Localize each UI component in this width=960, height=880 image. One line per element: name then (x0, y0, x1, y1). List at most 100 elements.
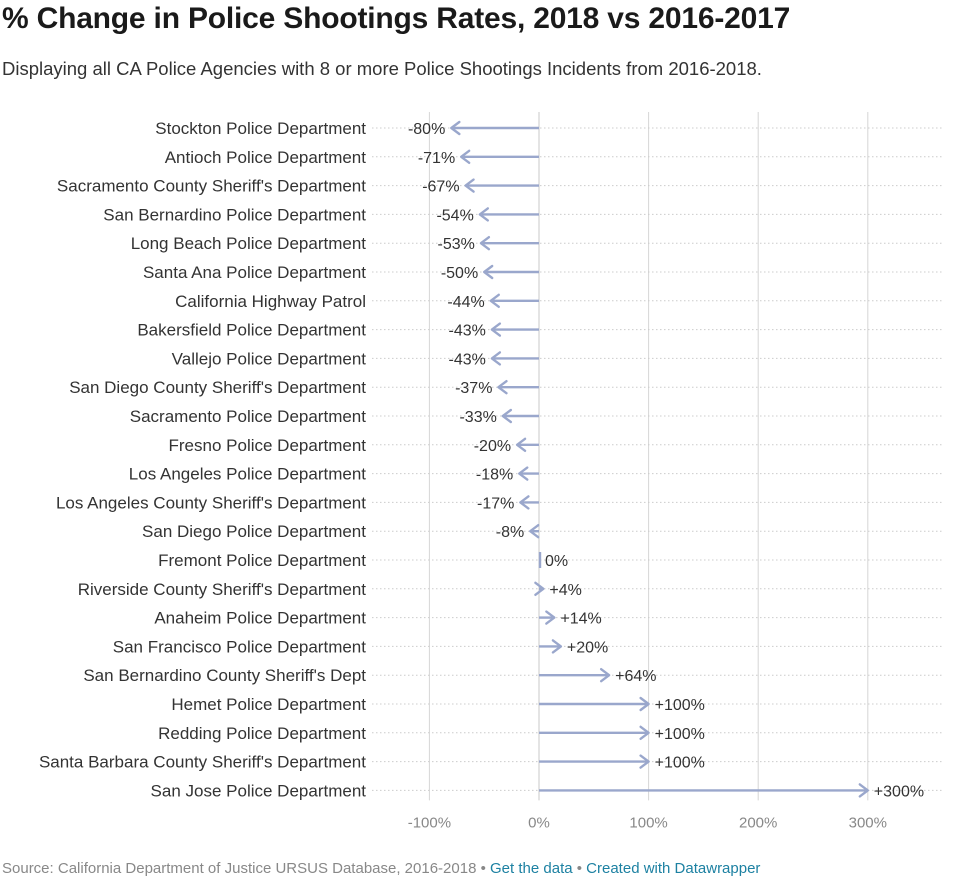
arrowhead (545, 610, 556, 625)
category-label: Antioch Police Department (165, 148, 367, 167)
chart-row: San Diego Police Department -8% (142, 522, 942, 541)
arrowhead (489, 293, 500, 308)
value-label: -43% (449, 351, 486, 368)
category-label: Sacramento Police Department (130, 407, 367, 426)
chart-row: Antioch Police Department -71% (165, 148, 942, 167)
value-label: +14% (560, 611, 601, 628)
get-data-link[interactable]: Get the data (490, 860, 573, 877)
value-label: -80% (408, 121, 445, 138)
x-tick-label: 100% (629, 814, 667, 831)
value-label: +20% (567, 639, 608, 656)
chart-title: % Change in Police Shootings Rates, 2018… (2, 2, 791, 35)
category-label: Hemet Police Department (171, 695, 366, 714)
arrowhead (479, 236, 491, 251)
chart-row: Vallejo Police Department -43% (172, 349, 942, 368)
chart-row: Fremont Police Department 0% (158, 551, 942, 570)
category-label: San Diego County Sheriff's Department (69, 378, 366, 397)
arrowhead (490, 322, 502, 337)
category-label: Redding Police Department (158, 724, 366, 743)
value-label: -53% (438, 236, 475, 253)
category-label: Stockton Police Department (155, 119, 366, 138)
chart-row: Stockton Police Department -80% (155, 119, 942, 138)
value-label: +100% (655, 697, 705, 714)
arrowhead (459, 149, 471, 164)
x-tick-label: -100% (408, 814, 451, 831)
value-label: -44% (447, 294, 484, 311)
value-label: +300% (874, 783, 924, 800)
category-label: Anaheim Police Department (154, 609, 366, 628)
arrowhead (551, 639, 563, 654)
arrow-chart: -100% 0% 100% 200% 300% Stockton Police Depar… (39, 112, 942, 831)
chart-row: Santa Barbara County Sheriff's Departmen… (39, 753, 942, 772)
arrowhead (464, 178, 475, 193)
arrowhead (534, 581, 545, 596)
chart-row: Long Beach Police Department -53% (131, 234, 942, 253)
category-label: Long Beach Police Department (131, 234, 367, 253)
category-label: San Bernardino County Sheriff's Dept (83, 666, 366, 685)
value-label: -8% (496, 524, 524, 541)
arrowhead (515, 437, 527, 452)
category-label: Vallejo Police Department (172, 349, 367, 368)
chart-row: San Jose Police Department +300% (151, 781, 942, 800)
value-label: -20% (474, 438, 511, 455)
arrowhead (450, 120, 461, 136)
category-label: California Highway Patrol (175, 292, 366, 311)
category-label: San Francisco Police Department (113, 637, 367, 656)
x-tick-label: 300% (849, 814, 887, 831)
chart-row: Anaheim Police Department +14% (154, 609, 942, 628)
arrowhead (529, 524, 540, 539)
chart-row: San Francisco Police Department +20% (113, 637, 942, 656)
arrowhead (483, 264, 494, 280)
arrowhead (501, 408, 513, 424)
chart-row: Fresno Police Department -20% (169, 436, 942, 455)
footer-separator: • (572, 860, 587, 877)
chart-footer: Source: California Department of Justice… (2, 860, 760, 877)
value-label: +4% (549, 582, 581, 599)
value-label: -67% (422, 179, 459, 196)
arrowhead (639, 754, 650, 769)
category-label: Santa Barbara County Sheriff's Departmen… (39, 753, 366, 772)
arrowhead (518, 466, 529, 481)
category-label: Fremont Police Department (158, 551, 366, 570)
value-label: 0% (545, 553, 568, 570)
category-label: Los Angeles County Sheriff's Department (56, 493, 366, 512)
chart-row: Bakersfield Police Department -43% (137, 321, 942, 340)
category-label: San Jose Police Department (151, 781, 367, 800)
chart-row: Sacramento Police Department -33% (130, 407, 942, 426)
value-label: -33% (459, 409, 496, 426)
category-label: San Bernardino Police Department (103, 205, 366, 224)
arrowhead (639, 725, 650, 740)
datawrapper-link[interactable]: Created with Datawrapper (586, 860, 761, 877)
x-tick-label: 200% (739, 814, 777, 831)
value-label: -54% (436, 207, 473, 224)
value-label: -43% (449, 323, 486, 340)
x-tick-label: 0% (528, 814, 550, 831)
source-note: Source: California Department of Justice… (2, 860, 477, 877)
category-label: Fresno Police Department (169, 436, 367, 455)
category-label: Santa Ana Police Department (143, 263, 366, 282)
category-label: Bakersfield Police Department (137, 321, 366, 340)
chart-row: Riverside County Sheriff's Department +4% (78, 580, 942, 599)
chart-row: Los Angeles Police Department -18% (129, 465, 942, 484)
value-label: -71% (418, 150, 455, 167)
category-label: Sacramento County Sheriff's Department (57, 177, 366, 196)
chart-row: California Highway Patrol -44% (175, 292, 942, 311)
value-label: +100% (655, 755, 705, 772)
chart-row: Sacramento County Sheriff's Department -6… (57, 177, 942, 196)
arrowhead (478, 207, 490, 222)
chart-row: Redding Police Department +100% (158, 724, 942, 743)
chart-row: San Bernardino Police Department -54% (103, 205, 942, 224)
arrowhead (599, 668, 611, 683)
chart-subtitle: Displaying all CA Police Agencies with 8… (2, 58, 762, 79)
chart-row: Santa Ana Police Department -50% (143, 263, 942, 282)
arrowhead (639, 696, 650, 712)
chart-row: Los Angeles County Sheriff's Department -… (56, 493, 942, 512)
value-label: -50% (441, 265, 478, 282)
value-label: -17% (477, 495, 514, 512)
value-label: +64% (615, 668, 656, 685)
arrowhead (497, 380, 508, 395)
chart-row: San Diego County Sheriff's Department -37… (69, 378, 942, 397)
arrowhead (519, 495, 530, 510)
arrowhead (490, 351, 502, 366)
value-label: +100% (655, 726, 705, 743)
